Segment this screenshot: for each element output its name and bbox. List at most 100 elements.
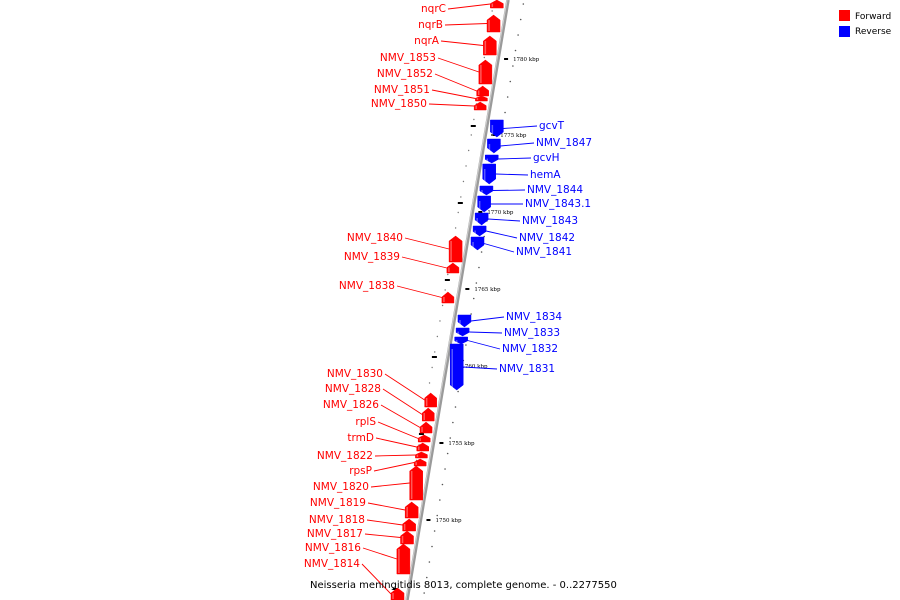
gene-label[interactable]: nqrB (418, 19, 443, 31)
gene-label[interactable]: hemA (530, 169, 561, 181)
gene-label[interactable]: rpsP (349, 465, 372, 477)
position-dot (447, 273, 449, 276)
forward-gene-nmv-1853[interactable] (478, 59, 493, 85)
reverse-gene-nmv-1843[interactable] (474, 212, 489, 226)
gene-label[interactable]: NMV_1819 (310, 497, 366, 509)
gene-label[interactable]: NMV_1850 (371, 98, 427, 110)
gene-label[interactable]: NMV_1847 (536, 137, 592, 149)
reverse-gene-nmv-1843-1[interactable] (477, 195, 491, 213)
reverse-gene-nmv-1834[interactable] (457, 314, 472, 328)
forward-gene-nqrb[interactable] (486, 14, 501, 33)
gene-label[interactable]: NMV_1816 (305, 542, 361, 554)
position-dot (425, 576, 428, 579)
gene-label[interactable]: gcvT (539, 120, 565, 132)
gene-label[interactable]: NMV_1826 (323, 399, 379, 411)
gene-label[interactable]: NMV_1838 (339, 280, 395, 292)
forward-gene-nmv-1818[interactable] (402, 518, 416, 532)
forward-gene-nmv-1852[interactable] (476, 85, 489, 97)
gene-label[interactable]: NMV_1843.1 (525, 198, 591, 210)
gene-label[interactable]: NMV_1843 (522, 215, 578, 227)
gene-label[interactable]: nqrA (414, 35, 440, 47)
gene-label[interactable]: NMV_1820 (313, 481, 369, 493)
reverse-gene-nmv-1842[interactable] (472, 225, 487, 237)
position-dot (439, 499, 441, 501)
reverse-gene-gcvh[interactable] (484, 154, 499, 164)
position-dot (475, 282, 478, 284)
reverse-gene-nmv-1833[interactable] (455, 327, 470, 337)
reverse-gene-gcvt[interactable] (490, 119, 504, 138)
gene-label[interactable]: NMV_1833 (504, 327, 560, 339)
gene-label[interactable]: gcvH (533, 152, 560, 164)
gene-label[interactable]: NMV_1831 (499, 363, 555, 375)
gene-label[interactable]: NMV_1853 (380, 52, 436, 64)
gene-label[interactable]: NMV_1841 (516, 246, 572, 258)
gene-leader-line (495, 173, 529, 176)
reverse-gene-nmv-1831[interactable] (449, 343, 464, 391)
forward-gene-nmv-1851[interactable] (475, 95, 488, 102)
tick-label: 1765 kbp (474, 287, 501, 293)
forward-gene-nmv-1830[interactable] (424, 392, 437, 408)
forward-gene-nqrc[interactable] (490, 0, 504, 9)
gene-label[interactable]: NMV_1828 (325, 383, 381, 395)
forward-gene-nmv-1817[interactable] (400, 530, 414, 545)
gene-label[interactable]: NMV_1832 (502, 343, 558, 355)
gene-label[interactable]: NMV_1840 (347, 232, 403, 244)
gene-label[interactable]: trmD (347, 432, 374, 444)
reverse-gene-nmv-1832[interactable] (454, 336, 468, 345)
forward-gene-nmv-1840[interactable] (448, 235, 463, 263)
minor-tick (431, 356, 437, 358)
position-dot (454, 406, 457, 408)
position-dot (428, 382, 431, 384)
gene-label[interactable]: nqrC (421, 3, 446, 15)
forward-gene-trmd[interactable] (416, 442, 430, 452)
gene-label[interactable]: NMV_1839 (344, 251, 400, 263)
reverse-swatch (839, 26, 850, 37)
forward-gene-nmv-1819[interactable] (404, 501, 419, 519)
legend-item-reverse[interactable]: Reverse (839, 26, 892, 37)
forward-gene-nmv-1839[interactable] (446, 262, 460, 274)
reverse-gene-nmv-1841[interactable] (470, 236, 485, 251)
gene-label[interactable]: NMV_1830 (327, 368, 383, 380)
position-dot (431, 366, 433, 369)
position-dot (491, 10, 493, 12)
gene-leader-line (380, 404, 421, 428)
forward-gene-nmv-1816[interactable] (396, 543, 411, 575)
position-dot (514, 49, 517, 52)
gene-label[interactable]: rplS (355, 416, 376, 428)
forward-gene-rpsp[interactable] (413, 458, 427, 467)
gene-label[interactable]: NMV_1852 (377, 68, 433, 80)
position-dot (441, 304, 444, 307)
forward-gene-nmv-1838[interactable] (441, 291, 455, 304)
gene-leader-line (498, 157, 532, 160)
position-dot (472, 297, 475, 300)
tick-label: 1750 kbp (435, 518, 462, 524)
gene-label[interactable]: NMV_1834 (506, 311, 562, 323)
gene-leader-line (431, 89, 476, 99)
forward-gene-nmv-1820[interactable] (409, 465, 423, 501)
forward-gene-nmv-1828[interactable] (421, 407, 435, 422)
gene-label[interactable]: NMV_1817 (307, 528, 363, 540)
forward-gene-nmv-1826[interactable] (419, 421, 433, 434)
forward-gene-nqra[interactable] (483, 35, 497, 56)
position-dot (478, 266, 480, 269)
reverse-gene-nmv-1844[interactable] (479, 185, 494, 196)
forward-gene-nmv-1814[interactable] (390, 587, 405, 600)
position-dot (506, 96, 509, 98)
forward-gene-nmv-1822[interactable] (415, 451, 428, 459)
gene-label[interactable]: NMV_1818 (309, 514, 365, 526)
reverse-gene-nmv-1847[interactable] (487, 138, 501, 154)
reverse-gene-hema[interactable] (482, 163, 496, 185)
gene-label[interactable]: NMV_1844 (527, 184, 583, 196)
gene-label[interactable]: NMV_1851 (374, 84, 430, 96)
forward-gene-nmv-1850[interactable] (473, 101, 487, 111)
gene-label[interactable]: NMV_1822 (317, 450, 373, 462)
legend-item-forward[interactable]: Forward (839, 10, 891, 22)
position-dot (441, 483, 444, 486)
forward-gene-rpls[interactable] (417, 434, 431, 443)
position-dot (446, 452, 449, 455)
gene-label[interactable]: NMV_1842 (519, 232, 575, 244)
position-dot (460, 196, 462, 198)
gene-label[interactable]: NMV_1814 (304, 558, 360, 570)
tick-label: 1780 kbp (513, 57, 540, 63)
